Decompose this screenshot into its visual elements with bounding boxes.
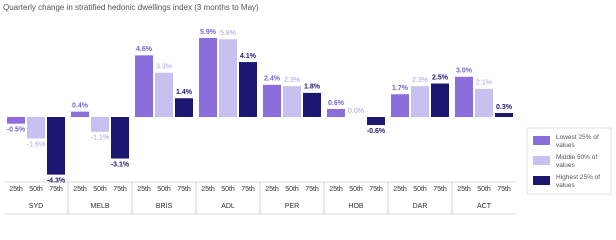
- legend-label-box: Middle 50% of values: [556, 154, 598, 169]
- x-category-label: ADL: [221, 203, 235, 210]
- x-subcategory-label: 50th: [157, 186, 171, 193]
- x-subcategory-label: 25th: [73, 186, 87, 193]
- legend-label: Lowest 25% of values: [556, 134, 599, 149]
- value-label: 0.3%: [496, 104, 513, 111]
- x-subcategory-label: 50th: [349, 186, 363, 193]
- value-label: 2.1%: [476, 80, 492, 87]
- legend-label: Middle 50% of values: [556, 154, 598, 169]
- bar: [367, 117, 385, 126]
- x-subcategory-label: 25th: [9, 186, 23, 193]
- legend-label-box: Lowest 25% of values: [556, 134, 599, 149]
- legend-swatch: [533, 136, 550, 145]
- x-category-label: HOB: [348, 203, 364, 210]
- x-category-label: ACT: [477, 203, 492, 210]
- bar: [283, 86, 301, 117]
- bar: [239, 62, 257, 117]
- value-label: -0.6%: [367, 128, 386, 135]
- x-subcategory-label: 25th: [201, 186, 215, 193]
- value-label: 1.7%: [392, 85, 409, 92]
- x-subcategory-label: 75th: [49, 186, 63, 193]
- x-subcategory-label: 50th: [477, 186, 491, 193]
- x-subcategory-label: 50th: [93, 186, 107, 193]
- bar: [263, 84, 281, 117]
- value-label: -1.6%: [27, 141, 45, 148]
- value-label: 0.0%: [348, 108, 364, 115]
- value-label: 2.5%: [432, 74, 449, 81]
- bar: [27, 117, 45, 139]
- value-label: 2.4%: [264, 76, 281, 83]
- bar: [431, 83, 449, 117]
- legend-label-box: Highest 25% of values: [556, 174, 601, 189]
- x-category-label: PER: [285, 203, 299, 210]
- value-label: 5.9%: [200, 29, 217, 36]
- x-subcategory-label: 25th: [393, 186, 407, 193]
- x-subcategory-label: 75th: [113, 186, 127, 193]
- x-subcategory-label: 75th: [497, 186, 511, 193]
- value-label: -0.5%: [7, 127, 26, 134]
- x-category-label: MELB: [90, 203, 109, 210]
- chart-title: Quarterly change in stratified hedonic d…: [3, 3, 259, 12]
- x-subcategory-label: 75th: [241, 186, 255, 193]
- value-label: 5.8%: [220, 30, 236, 37]
- value-label: -1.1%: [91, 135, 109, 142]
- bar: [219, 39, 237, 117]
- x-subcategory-label: 75th: [433, 186, 447, 193]
- legend-swatch: [533, 176, 550, 185]
- bar: [155, 72, 173, 117]
- bar: [199, 37, 217, 117]
- value-label: 1.4%: [176, 89, 193, 96]
- x-category-label: DAR: [413, 203, 428, 210]
- bar: [111, 117, 129, 159]
- x-subcategory-label: 25th: [457, 186, 471, 193]
- value-label: 0.4%: [72, 102, 89, 109]
- legend-swatch: [533, 156, 550, 165]
- value-label: 3.0%: [456, 68, 473, 75]
- bar: [303, 92, 321, 117]
- value-label: 1.8%: [304, 84, 321, 91]
- bar: [475, 88, 493, 117]
- bar: [327, 108, 345, 117]
- bar: [71, 111, 89, 117]
- bar: [411, 86, 429, 117]
- bar: [391, 94, 409, 117]
- legend-label: Highest 25% of values: [556, 174, 601, 189]
- bar: [91, 117, 109, 132]
- x-subcategory-label: 25th: [137, 186, 151, 193]
- bar: [175, 98, 193, 117]
- x-subcategory-label: 75th: [177, 186, 191, 193]
- x-subcategory-label: 50th: [221, 186, 235, 193]
- bar: [135, 55, 153, 117]
- bar: [47, 117, 65, 175]
- value-label: 2.3%: [412, 77, 428, 84]
- value-label: -4.3%: [47, 177, 66, 184]
- value-label: -3.1%: [111, 161, 130, 168]
- x-subcategory-label: 25th: [329, 186, 343, 193]
- x-subcategory-label: 50th: [285, 186, 299, 193]
- bar: [495, 112, 513, 117]
- x-subcategory-label: 75th: [305, 186, 319, 193]
- x-subcategory-label: 50th: [413, 186, 427, 193]
- bar: [455, 76, 473, 117]
- value-label: 3.3%: [156, 64, 172, 71]
- value-label: 2.3%: [284, 77, 300, 84]
- value-label: 4.6%: [136, 46, 153, 53]
- value-label: 4.1%: [240, 53, 257, 60]
- bar: [7, 117, 25, 124]
- x-category-label: SYD: [29, 203, 43, 210]
- x-subcategory-label: 25th: [265, 186, 279, 193]
- value-label: 0.6%: [328, 100, 345, 107]
- x-subcategory-label: 75th: [369, 186, 383, 193]
- x-subcategory-label: 50th: [29, 186, 43, 193]
- x-category-label: BRIS: [156, 203, 173, 210]
